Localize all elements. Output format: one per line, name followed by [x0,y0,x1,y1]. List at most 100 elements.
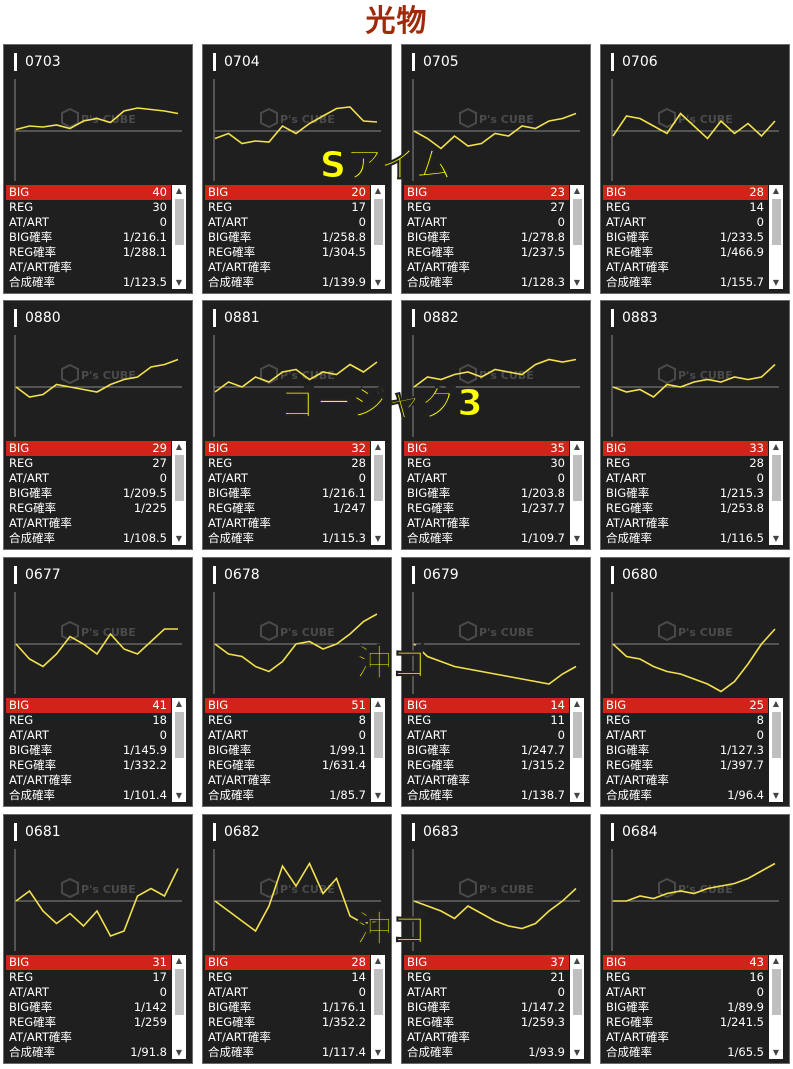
stats-table: BIG 41 REG 18 AT/ART 0 BIG確率 1/145.9 REG確率 1/332.… [6,698,171,803]
stats-scrollbar[interactable]: ▲ ▼ [172,185,186,289]
scroll-up-icon[interactable]: ▲ [772,956,780,965]
scroll-up-icon[interactable]: ▲ [772,186,780,195]
stats-scrollbar[interactable]: ▲ ▼ [769,955,783,1059]
stats-table: BIG 29 REG 27 AT/ART 0 BIG確率 1/209.5 REG確率 1/225 A… [6,441,171,546]
scroll-thumb[interactable] [175,712,184,758]
scroll-thumb[interactable] [772,199,781,245]
scroll-down-icon[interactable]: ▼ [573,278,581,287]
scroll-up-icon[interactable]: ▲ [573,956,581,965]
scroll-up-icon[interactable]: ▲ [573,186,581,195]
machine-card[interactable]: 0882 P's CUBE BIG 35 REG 30 AT/ART 0 BIG確率 1/203.… [401,300,591,550]
stats-scrollbar[interactable]: ▲ ▼ [769,698,783,802]
scroll-down-icon[interactable]: ▼ [374,278,382,287]
machine-card[interactable]: 0683 P's CUBE BIG 37 REG 21 AT/ART 0 BIG確率 1/147.… [401,814,591,1064]
stat-label: AT/ART確率 [407,516,470,530]
stats-scrollbar[interactable]: ▲ ▼ [570,955,584,1059]
scroll-down-icon[interactable]: ▼ [374,791,382,800]
machine-card[interactable]: 0680 P's CUBE BIG 25 REG 8 AT/ART 0 BIG確率 1/127.3… [600,557,790,807]
stats-scrollbar[interactable]: ▲ ▼ [769,441,783,545]
stats-scrollbar[interactable]: ▲ ▼ [172,698,186,802]
scroll-thumb[interactable] [573,712,582,758]
stat-row-at-rate: AT/ART確率 [603,260,768,275]
scroll-up-icon[interactable]: ▲ [573,442,581,451]
scroll-thumb[interactable] [374,712,383,758]
machine-card[interactable]: 0684 P's CUBE BIG 43 REG 16 AT/ART 0 BIG確率 1/89.9… [600,814,790,1064]
stat-row-big-rate: BIG確率 1/147.2 [404,1000,569,1015]
watermark-brand: P's CUBE [479,369,534,382]
stats-scrollbar[interactable]: ▲ ▼ [371,185,385,289]
stat-value: 28 [749,185,764,199]
stats-scrollbar[interactable]: ▲ ▼ [570,185,584,289]
scroll-thumb[interactable] [374,969,383,1015]
stats-scrollbar[interactable]: ▲ ▼ [371,441,385,545]
stats-scrollbar[interactable]: ▲ ▼ [371,955,385,1059]
machine-card[interactable]: 0704 P's CUBE BIG 20 REG 17 AT/ART 0 BIG確率 1/258.… [202,44,392,294]
stat-value: 0 [756,728,764,742]
stat-label: REG [208,456,233,470]
machine-card[interactable]: 0678 P's CUBE BIG 51 REG 8 AT/ART 0 BIG確率 1/99.1 R… [202,557,392,807]
stats-scrollbar[interactable]: ▲ ▼ [570,698,584,802]
stat-value: 14 [351,970,366,984]
scroll-up-icon[interactable]: ▲ [772,442,780,451]
scroll-down-icon[interactable]: ▼ [772,791,780,800]
scroll-thumb[interactable] [175,455,184,501]
machine-card[interactable]: 0682 P's CUBE BIG 28 REG 14 AT/ART 0 BIG確率 1/176.… [202,814,392,1064]
scroll-down-icon[interactable]: ▼ [573,534,581,543]
scroll-up-icon[interactable]: ▲ [374,956,382,965]
scroll-thumb[interactable] [573,455,582,501]
scroll-down-icon[interactable]: ▼ [175,1048,183,1057]
scroll-up-icon[interactable]: ▲ [175,956,183,965]
machine-card[interactable]: 0677 P's CUBE BIG 41 REG 18 AT/ART 0 BIG確率 1/145.… [3,557,193,807]
machine-card[interactable]: 0679 P's CUBE BIG 14 REG 11 AT/ART 0 BIG確率 1/247.… [401,557,591,807]
scroll-up-icon[interactable]: ▲ [175,186,183,195]
stat-value: 1/101.4 [122,788,167,802]
machine-card[interactable]: 0881 P's CUBE BIG 32 REG 28 AT/ART 0 BIG確率 1/216.… [202,300,392,550]
stats-scrollbar[interactable]: ▲ ▼ [172,955,186,1059]
machine-card[interactable]: 0703 P's CUBE BIG 40 REG 30 AT/ART 0 BIG確率 1/216.… [3,44,193,294]
scroll-up-icon[interactable]: ▲ [374,186,382,195]
scroll-up-icon[interactable]: ▲ [374,699,382,708]
scroll-down-icon[interactable]: ▼ [573,1048,581,1057]
stat-row-reg-rate: REG確率 1/288.1 [6,245,171,260]
scroll-up-icon[interactable]: ▲ [374,442,382,451]
stats-scrollbar[interactable]: ▲ ▼ [172,441,186,545]
scroll-down-icon[interactable]: ▼ [772,1048,780,1057]
stat-label: REG [606,456,631,470]
slump-graph: P's CUBE [14,592,182,694]
stats-scrollbar[interactable]: ▲ ▼ [371,698,385,802]
scroll-down-icon[interactable]: ▼ [175,791,183,800]
scroll-down-icon[interactable]: ▼ [772,534,780,543]
scroll-up-icon[interactable]: ▲ [175,442,183,451]
scroll-down-icon[interactable]: ▼ [175,534,183,543]
machine-card[interactable]: 0681 P's CUBE BIG 31 REG 17 AT/ART 0 BIG確率 1/142 R… [3,814,193,1064]
scroll-down-icon[interactable]: ▼ [374,534,382,543]
stat-row-reg: REG 27 [6,456,171,471]
machine-card[interactable]: 0883 P's CUBE BIG 33 REG 28 AT/ART 0 BIG確率 1/215.… [600,300,790,550]
scroll-thumb[interactable] [772,455,781,501]
stat-row-at-rate: AT/ART確率 [6,516,171,531]
scroll-thumb[interactable] [175,969,184,1015]
scroll-thumb[interactable] [374,199,383,245]
scroll-up-icon[interactable]: ▲ [175,699,183,708]
scroll-thumb[interactable] [175,199,184,245]
stat-row-big-rate: BIG確率 1/145.9 [6,743,171,758]
scroll-thumb[interactable] [772,712,781,758]
scroll-thumb[interactable] [772,969,781,1015]
scroll-down-icon[interactable]: ▼ [573,791,581,800]
scroll-thumb[interactable] [573,199,582,245]
slump-graph: P's CUBE [14,335,182,437]
scroll-thumb[interactable] [374,455,383,501]
machine-card[interactable]: 0880 P's CUBE BIG 29 REG 27 AT/ART 0 BIG確率 1/209.… [3,300,193,550]
machine-card[interactable]: 0705 P's CUBE BIG 23 REG 27 AT/ART 0 BIG確率 1/278.… [401,44,591,294]
scroll-up-icon[interactable]: ▲ [573,699,581,708]
scroll-thumb[interactable] [573,969,582,1015]
stats-scrollbar[interactable]: ▲ ▼ [570,441,584,545]
scroll-down-icon[interactable]: ▼ [374,1048,382,1057]
machine-card[interactable]: 0706 P's CUBE BIG 28 REG 14 AT/ART 0 BIG確率 1/233.… [600,44,790,294]
scroll-up-icon[interactable]: ▲ [772,699,780,708]
scroll-down-icon[interactable]: ▼ [772,278,780,287]
stat-value: 27 [550,200,565,214]
stat-row-big-rate: BIG確率 1/278.8 [404,230,569,245]
stats-scrollbar[interactable]: ▲ ▼ [769,185,783,289]
scroll-down-icon[interactable]: ▼ [175,278,183,287]
